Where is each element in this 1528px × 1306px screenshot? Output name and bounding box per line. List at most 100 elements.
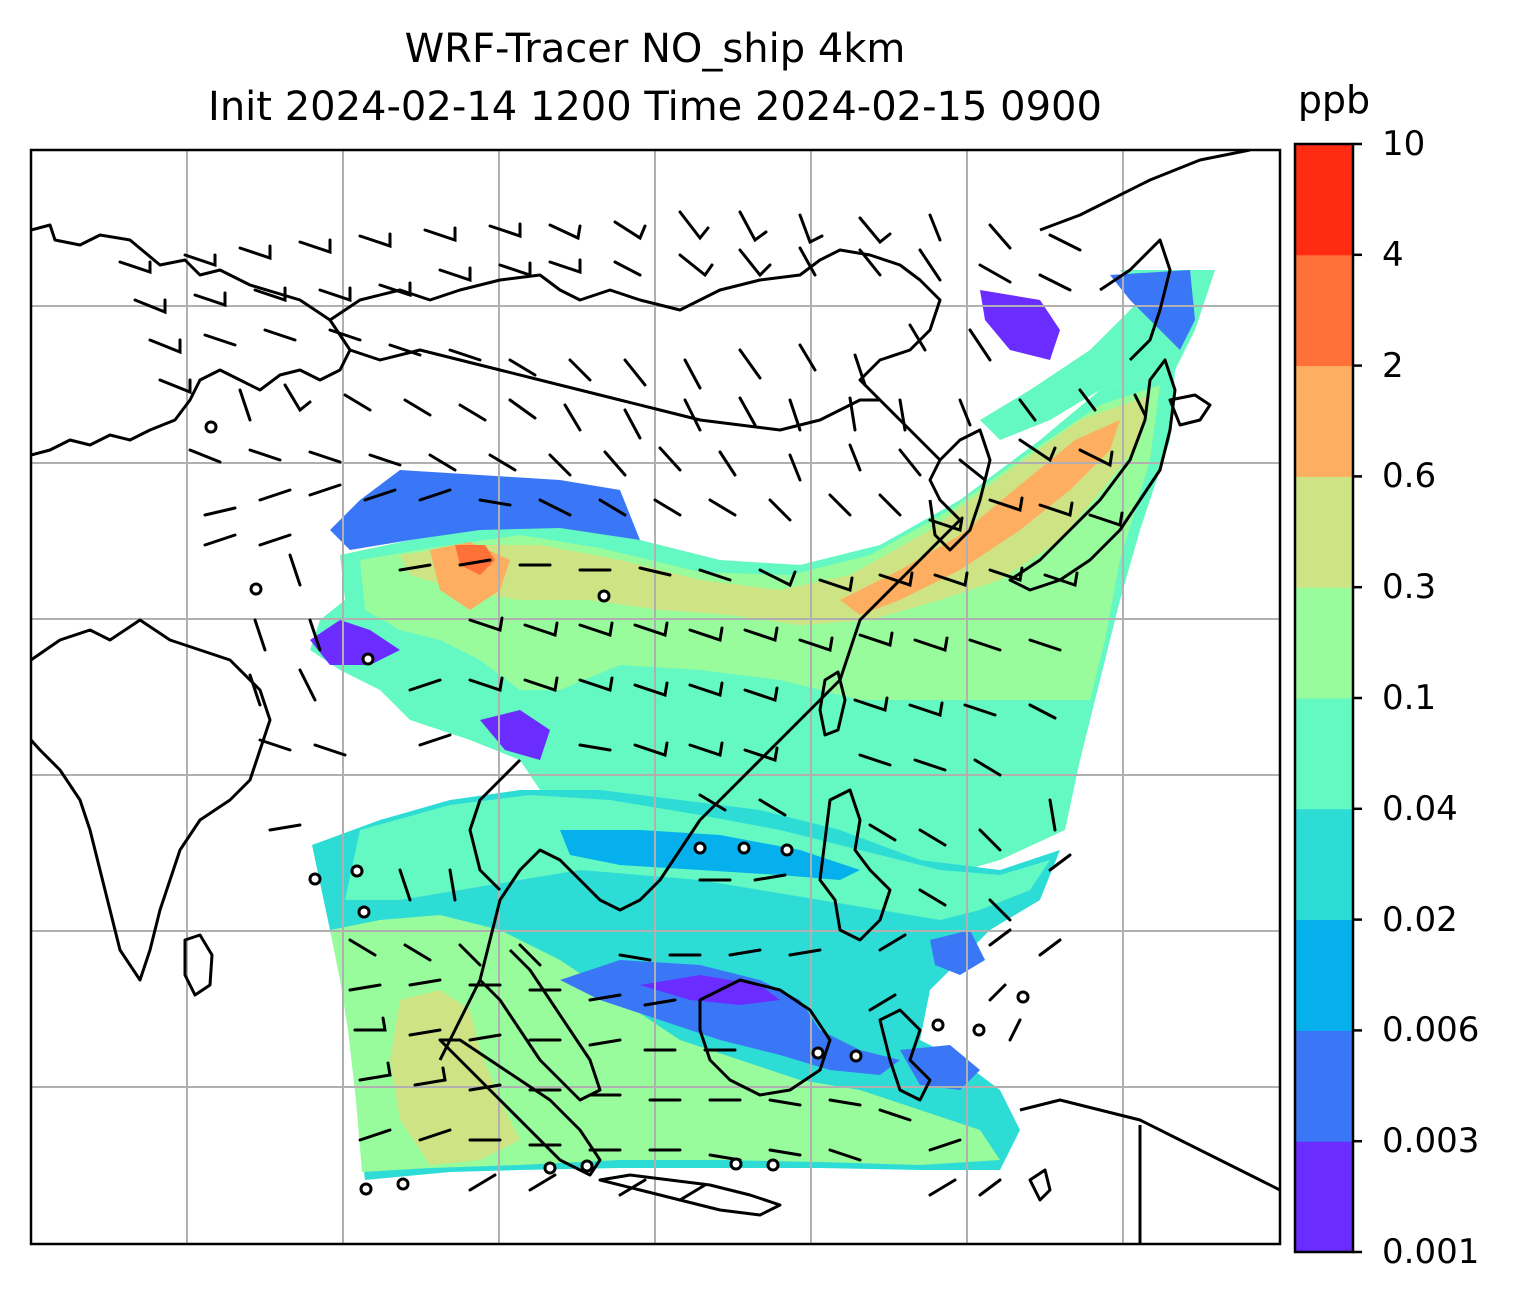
coastline-sri-lanka	[183, 933, 214, 997]
wind-barb	[653, 498, 682, 517]
coastline-timor	[1028, 1168, 1052, 1202]
coastlines	[31, 150, 1280, 1244]
wind-barb	[788, 453, 802, 482]
colorbar-bin	[1295, 919, 1353, 1031]
wind-barb	[963, 703, 997, 717]
wind-barb	[738, 348, 762, 380]
calm-wind-circle	[204, 420, 218, 434]
wind-barb	[613, 260, 642, 277]
coastline-china-north	[329, 248, 962, 822]
calm-wind-circle	[308, 872, 322, 886]
wind-barb	[1038, 501, 1074, 517]
coastline-mongolia-border	[349, 348, 880, 432]
wind-barb	[458, 558, 492, 567]
wind-barb	[758, 798, 787, 817]
calm-wind-circle	[350, 864, 364, 878]
wind-barb	[858, 216, 892, 245]
colorbar-bin	[1295, 476, 1353, 588]
wind-barb	[408, 978, 442, 987]
calm-wind-circle	[780, 843, 794, 857]
wind-barb	[328, 328, 362, 342]
colorbar-tick-label: 0.001	[1382, 1232, 1480, 1272]
calm-wind-circle	[359, 1182, 373, 1196]
wind-barb	[1018, 438, 1057, 463]
wind-barb	[358, 232, 392, 249]
wind-barb	[728, 948, 762, 957]
wind-barb	[248, 673, 262, 707]
wind-barb	[638, 566, 672, 577]
calm-wind-circle	[729, 1157, 743, 1171]
wind-barb	[858, 753, 892, 767]
calm-wind-circle	[931, 1018, 945, 1032]
wind-barb	[523, 621, 559, 637]
wind-barb	[343, 393, 372, 412]
wind-barb	[768, 498, 792, 522]
wind-barb	[738, 210, 768, 243]
wind-barb	[468, 1033, 502, 1042]
colorbar-tick-label: 0.1	[1382, 678, 1437, 718]
calm-wind-circle	[580, 1159, 594, 1173]
wind-barbs	[118, 210, 1147, 1202]
wind-barb	[688, 741, 724, 757]
wind-barb	[898, 448, 922, 477]
wind-barb	[1048, 853, 1072, 872]
wind-barb	[263, 328, 297, 342]
wind-barb	[428, 453, 457, 472]
wind-barb	[868, 823, 897, 842]
wind-barb	[958, 398, 972, 427]
wind-barb	[913, 636, 949, 652]
wind-barb	[413, 1066, 447, 1087]
colorbar-ticks	[1353, 142, 1362, 1254]
wind-barb	[828, 1148, 862, 1162]
wind-barb	[633, 741, 669, 757]
wind-barb	[698, 568, 732, 582]
wind-barb	[403, 943, 432, 962]
wind-barb	[683, 358, 702, 390]
wind-barb	[933, 571, 969, 587]
wind-barb	[968, 638, 1002, 652]
wind-barb	[308, 618, 322, 652]
tracer-field	[310, 270, 1215, 1180]
coastline-java	[598, 1173, 782, 1217]
wind-barb	[588, 993, 622, 1002]
calm-wind-circle	[693, 841, 707, 855]
wind-barb	[828, 493, 852, 517]
wind-barb	[253, 618, 267, 652]
tracer-north-green	[360, 385, 1160, 700]
colorbar-bin	[1295, 1141, 1353, 1253]
calm-wind-circle	[357, 905, 371, 919]
calm-wind-circle	[597, 589, 611, 603]
wind-barb	[468, 676, 504, 692]
colorbar-tick-label: 0.3	[1382, 567, 1437, 608]
wind-barb	[743, 746, 779, 762]
wind-barb	[518, 943, 542, 967]
wind-barb	[458, 403, 487, 422]
wind-barb	[468, 1173, 497, 1192]
wind-barb	[448, 348, 482, 362]
wind-barb	[498, 261, 532, 278]
wind-barb	[318, 286, 352, 303]
wind-barb	[678, 210, 710, 241]
wind-barb	[988, 496, 1024, 512]
wind-barb	[613, 220, 647, 241]
wind-barb	[858, 631, 894, 647]
wind-barb	[283, 383, 312, 413]
colorbar-tick-label: 0.02	[1382, 899, 1458, 940]
calm-wind-circle	[811, 1046, 825, 1060]
colorbar-bin	[1295, 144, 1353, 256]
coastline-korea	[928, 428, 992, 552]
wind-barb	[868, 993, 897, 1012]
wind-barb	[418, 488, 452, 502]
coastline-japan-hokkaido	[1168, 393, 1212, 427]
wind-barb	[848, 396, 857, 432]
wind-barb	[678, 1183, 707, 1202]
wind-barb	[698, 793, 727, 812]
wind-barb	[978, 1178, 1002, 1197]
wind-barb	[798, 213, 824, 245]
tracer-south-east-blue	[900, 1045, 980, 1090]
wind-barb	[238, 244, 272, 261]
wind-barb	[1038, 938, 1062, 957]
wind-barb	[928, 1178, 957, 1197]
wind-barb	[988, 223, 1012, 250]
wind-barb	[708, 498, 737, 517]
